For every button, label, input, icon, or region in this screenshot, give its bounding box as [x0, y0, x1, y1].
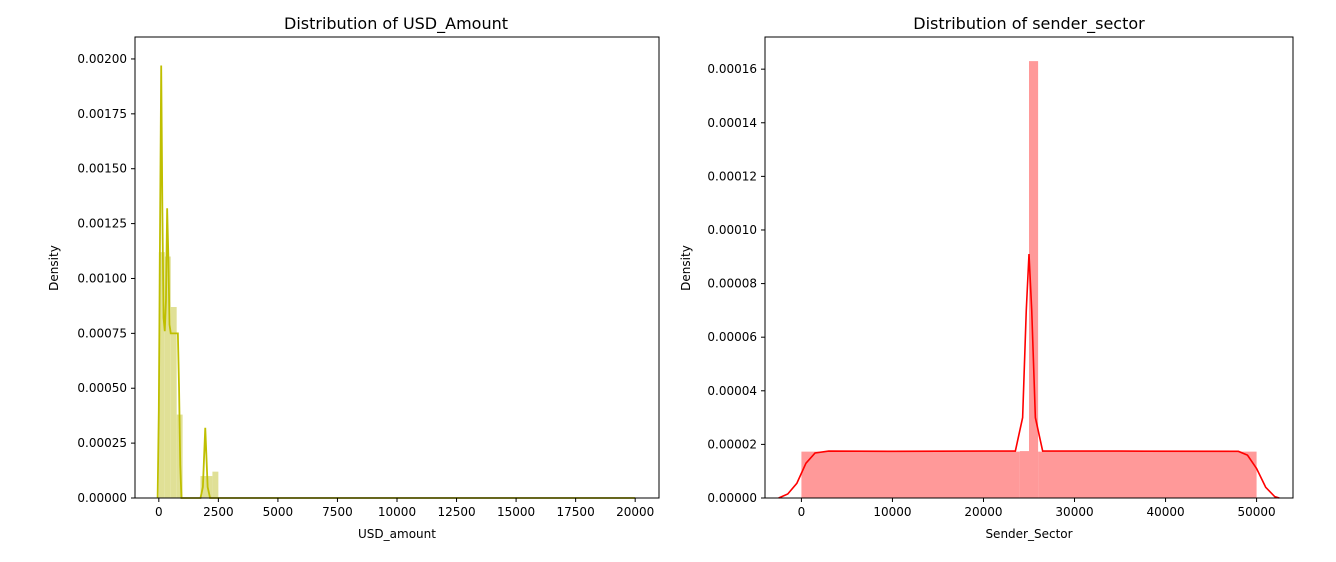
x-ticks: 0 10000 20000 30000 40000 50000: [798, 498, 1276, 519]
x-axis-label: USD_amount: [358, 527, 436, 541]
y-axis-label: Density: [47, 245, 61, 291]
chart-usd-amount: Distribution of USD_Amount 0 2500 5000 7500…: [47, 14, 660, 541]
chart-sender-sector: Distribution of sender_sector 0 10000 2000…: [679, 14, 1294, 541]
x-tick-label: 10000: [873, 505, 911, 519]
y-tick-label: 0.00004: [707, 384, 757, 398]
histogram-bar: [200, 476, 213, 498]
histogram-bar: [1019, 451, 1029, 498]
y-tick-label: 0.00006: [707, 330, 757, 344]
y-tick-label: 0.00175: [77, 107, 127, 121]
y-tick-label: 0.00000: [707, 491, 757, 505]
y-tick-label: 0.00008: [707, 277, 757, 291]
y-tick-label: 0.00010: [707, 223, 757, 237]
x-tick-label: 50000: [1237, 505, 1275, 519]
kde-line: [156, 65, 636, 499]
kde-line: [778, 254, 1280, 499]
y-tick-label: 0.00002: [707, 437, 757, 451]
y-tick-label: 0.00000: [77, 491, 127, 505]
plot-frame: [134, 36, 660, 499]
x-tick-label: 30000: [1055, 505, 1093, 519]
y-ticks: 0.00000 0.00002 0.00004 0.00006 0.00008 0.000…: [707, 62, 765, 505]
y-tick-label: 0.00125: [77, 217, 127, 231]
y-tick-label: 0.00100: [77, 271, 127, 285]
x-ticks: 0 2500 5000 7500 10000 12500 15000 17500 20000: [155, 498, 654, 519]
y-tick-label: 0.00050: [77, 381, 127, 395]
x-tick-label: 20000: [964, 505, 1002, 519]
y-ticks: 0.00000 0.00025 0.00050 0.00075 0.00100 0.001…: [77, 52, 135, 505]
x-tick-label: 15000: [497, 505, 535, 519]
y-tick-label: 0.00025: [77, 436, 127, 450]
y-tick-label: 0.00075: [77, 326, 127, 340]
histogram-bar: [158, 252, 165, 498]
y-tick-label: 0.00016: [707, 62, 757, 76]
x-tick-label: 7500: [322, 505, 353, 519]
x-tick-label: 0: [798, 505, 806, 519]
y-tick-label: 0.00012: [707, 169, 757, 183]
chart-title: Distribution of sender_sector: [913, 14, 1145, 34]
histogram-bar: [164, 256, 171, 498]
x-tick-label: 17500: [557, 505, 595, 519]
y-axis-label: Density: [679, 245, 693, 291]
x-tick-label: 12500: [437, 505, 475, 519]
x-tick-label: 5000: [263, 505, 294, 519]
bars-group: [801, 61, 1257, 498]
x-tick-label: 20000: [616, 505, 654, 519]
y-tick-label: 0.00014: [707, 116, 757, 130]
y-tick-label: 0.00150: [77, 162, 127, 176]
x-tick-label: 10000: [378, 505, 416, 519]
x-tick-label: 2500: [203, 505, 234, 519]
x-axis-label: Sender_Sector: [985, 527, 1072, 541]
plot-frame: [764, 36, 1294, 499]
x-tick-label: 40000: [1146, 505, 1184, 519]
histogram-bar: [1038, 451, 1257, 498]
histogram-bar: [1029, 61, 1039, 498]
histogram-bar: [212, 471, 219, 498]
chart-title: Distribution of USD_Amount: [284, 14, 508, 34]
x-tick-label: 0: [155, 505, 163, 519]
histogram-bar: [801, 451, 1020, 498]
histogram-bar: [170, 307, 177, 498]
y-tick-label: 0.00200: [77, 52, 127, 66]
